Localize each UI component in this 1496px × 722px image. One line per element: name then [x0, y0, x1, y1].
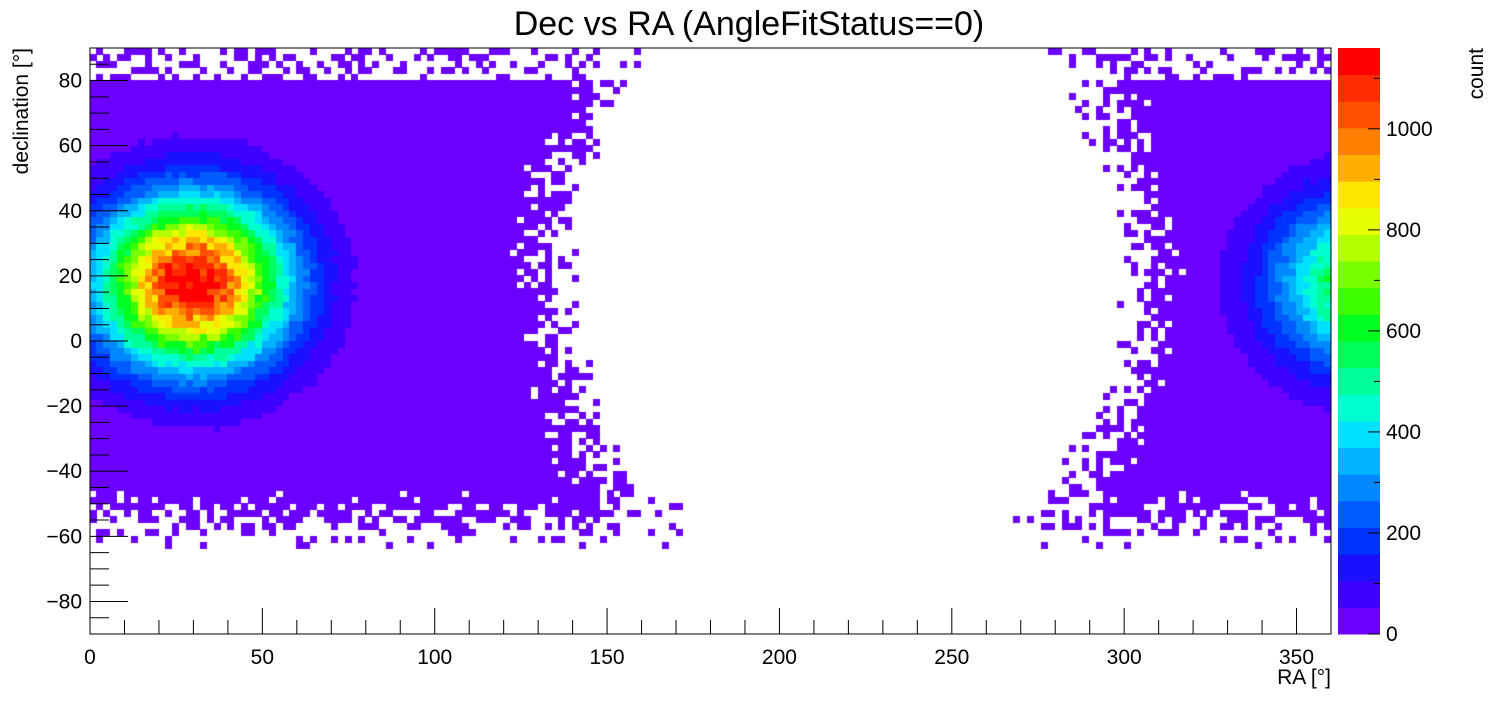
colorbar-segment [1338, 261, 1380, 289]
colorbar-segment [1338, 314, 1380, 342]
colorbar-segment [1338, 367, 1380, 395]
y-tick-label: −40 [46, 460, 82, 483]
colorbar-segment [1338, 447, 1380, 475]
x-tick-label: 250 [934, 646, 969, 669]
x-tick-label: 50 [251, 646, 274, 669]
colorbar-segment [1338, 234, 1380, 262]
x-tick-label: 150 [590, 646, 625, 669]
chart-title: Dec vs RA (AngleFitStatus==0) [514, 5, 985, 43]
colorbar-tick-label: 400 [1386, 421, 1421, 444]
colorbar-tick-label: 1000 [1386, 118, 1433, 141]
x-tick-label: 100 [417, 646, 452, 669]
colorbar-segment [1338, 287, 1380, 315]
heatmap-cells-container [90, 48, 1331, 634]
colorbar-segment [1338, 48, 1380, 76]
colorbar-tick-label: 0 [1386, 623, 1398, 646]
colorbar-axis: 0 200 400 600 800 1000 [1368, 77, 1433, 646]
colorbar-segment [1338, 607, 1380, 635]
colorbar-segment [1338, 527, 1380, 555]
y-tick-label: 0 [70, 330, 82, 353]
y-tick-label: −80 [46, 590, 82, 613]
y-tick-label: 20 [59, 265, 82, 288]
y-tick-label: 40 [59, 200, 82, 223]
colorbar-segment [1338, 474, 1380, 502]
colorbar-segment [1338, 500, 1380, 528]
heatmap-cells [90, 48, 1331, 634]
colorbar [1338, 48, 1380, 635]
colorbar-tick-label: 600 [1386, 320, 1421, 343]
x-axis-label: RA [°] [1277, 666, 1331, 689]
y-tick-label: −60 [46, 525, 82, 548]
colorbar-segment [1338, 580, 1380, 608]
colorbar-segment [1338, 181, 1380, 209]
y-tick-label: −20 [46, 395, 82, 418]
colorbar-segment [1338, 341, 1380, 369]
colorbar-label: count [1465, 48, 1488, 100]
colorbar-segment [1338, 420, 1380, 449]
colorbar-segment [1338, 101, 1380, 129]
y-axis: −80 −60 −40 −20 0 20 40 60 80 [46, 47, 128, 635]
y-tick-label: 80 [59, 70, 82, 93]
colorbar-segment [1338, 207, 1380, 235]
x-tick-label: 300 [1107, 646, 1142, 669]
colorbar-segment [1338, 127, 1380, 156]
y-axis-label: declination [°] [10, 48, 33, 174]
x-axis: 0 50 100 150 200 250 300 350 [84, 608, 1332, 669]
x-tick-label: 200 [762, 646, 797, 669]
colorbar-segment [1338, 394, 1380, 422]
colorbar-segment [1338, 554, 1380, 582]
colorbar-segment [1338, 74, 1380, 102]
colorbar-tick-label: 800 [1386, 219, 1421, 242]
y-tick-label: 60 [59, 135, 82, 158]
x-tick-label: 0 [84, 646, 96, 669]
colorbar-segment [1338, 154, 1380, 182]
colorbar-tick-label: 200 [1386, 522, 1421, 545]
x-tick-label: 350 [1279, 646, 1314, 669]
